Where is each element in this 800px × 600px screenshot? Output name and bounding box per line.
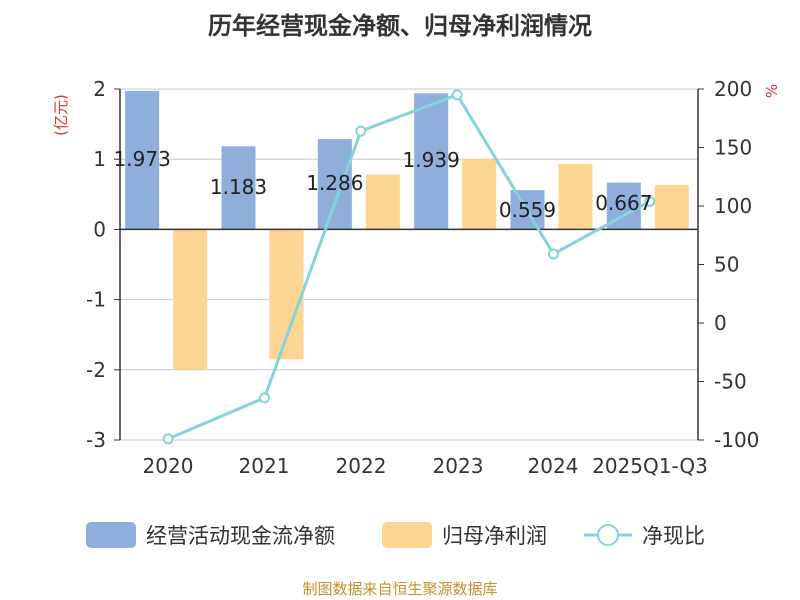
legend-swatch-net-profit [382, 522, 432, 548]
ratio-point [644, 195, 656, 207]
cash-flow-bar [414, 93, 449, 230]
left-tick-label: -1 [86, 288, 106, 312]
x-category-label: 2023 [433, 454, 484, 478]
legend: 经营活动现金流净额 归母净利润 净现比 [86, 522, 705, 548]
ratio-line [162, 89, 656, 445]
legend-label-net-profit: 归母净利润 [442, 524, 547, 548]
cash-flow-data-label: 1.973 [114, 147, 171, 171]
net-profit-bar [558, 164, 593, 230]
ratio-point [451, 89, 463, 101]
right-tick-label: 0 [714, 311, 727, 335]
cash-flow-data-label: 1.939 [403, 148, 460, 172]
cash-flow-data-label: 0.559 [499, 198, 556, 222]
cash-flow-bar [317, 139, 352, 230]
ratio-point [355, 125, 367, 137]
ratio-point [259, 392, 270, 404]
net-profit-bar [462, 159, 497, 230]
right-tick-label: -50 [714, 370, 747, 394]
left-axis-title: (亿元) [52, 94, 70, 136]
x-category-label: 2022 [336, 454, 387, 478]
net-profit-bar [365, 174, 400, 230]
left-tick-label: -2 [86, 358, 106, 382]
left-tick-label: -3 [86, 428, 106, 452]
right-tick-label: 150 [714, 136, 752, 160]
x-category-label: 2024 [528, 454, 579, 478]
legend-label-cash-flow: 经营活动现金流净额 [146, 524, 335, 548]
ratio-point [548, 248, 559, 260]
cash-flow-bar [125, 90, 160, 230]
right-tick-label: 100 [714, 194, 752, 218]
legend-label-ratio: 净现比 [642, 524, 705, 548]
x-category-label: 2020 [143, 454, 194, 478]
left-tick-label: 0 [93, 217, 106, 241]
ratio-point [162, 433, 174, 445]
data-labels: 1.973 1.183 1.286 1.939 0.559 0.667 [114, 147, 653, 222]
bars [125, 90, 689, 370]
legend-swatch-ratio-marker [597, 524, 619, 546]
legend-swatch-cash-flow [86, 522, 136, 548]
net-profit-bar [173, 229, 208, 370]
right-tick-label: 200 [714, 77, 752, 101]
right-axis-title: % [763, 84, 781, 98]
cash-flow-data-label: 1.183 [210, 175, 267, 199]
axes: 2 1 0 -1 -2 -3 200 150 100 50 0 -50 -100 (亿元)% 2020 202… [52, 77, 781, 478]
ratio-line-path [167, 93, 651, 441]
chart-title: 历年经营现金净额、归母净利润情况 [208, 12, 592, 40]
x-category-label: 2025Q1-Q3 [592, 454, 708, 478]
source-note: 制图数据来自恒生聚源数据库 [302, 580, 498, 598]
cash-flow-data-label: 0.667 [595, 191, 652, 215]
left-tick-label: 1 [93, 147, 106, 171]
right-tick-label: 50 [714, 253, 739, 277]
cash-flow-bar [221, 146, 256, 230]
cash-flow-data-label: 1.286 [306, 171, 363, 195]
left-tick-label: 2 [93, 77, 106, 101]
net-profit-bar [654, 185, 689, 230]
right-tick-label: -100 [714, 428, 759, 452]
x-category-label: 2021 [239, 454, 290, 478]
